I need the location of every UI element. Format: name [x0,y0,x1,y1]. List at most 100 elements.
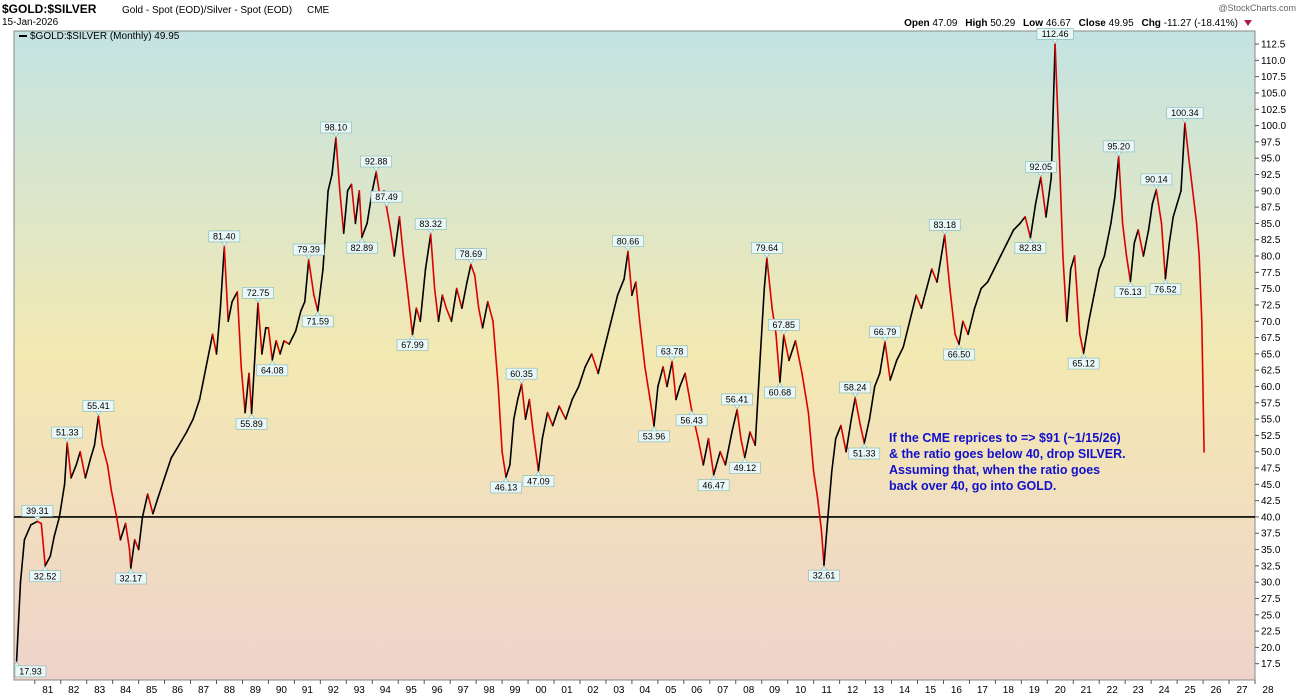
data-label-text: 58.24 [844,383,867,393]
data-label-box [1140,173,1173,186]
data-label: 51.33 [848,443,881,460]
series-segment [1125,255,1132,283]
series-segment [466,263,472,283]
x-tick-label: 89 [250,685,262,696]
data-label: 79.39 [292,243,325,260]
series-segment [1142,229,1150,257]
data-label: 98.10 [320,121,352,138]
series-segment [820,529,825,566]
series-segment [854,397,862,427]
y-tick-label: 47.5 [1261,464,1281,475]
series-segment [402,255,409,290]
series-segment [110,489,118,518]
series-segment [170,444,180,460]
x-tick-label: 02 [587,685,599,696]
series-segment [371,171,378,192]
series-segment [816,496,823,531]
data-label-box [455,248,487,260]
series-segment [943,234,951,290]
series-segment [406,287,414,336]
series-segment [157,476,166,499]
series-segment [419,268,427,323]
series-segment [497,385,503,453]
data-label-text: 64.08 [261,365,284,375]
data-label-text: 78.69 [460,249,483,259]
series-segment [724,431,733,466]
series-segment [327,173,333,192]
x-tick-label: 90 [276,685,288,696]
series-segment [223,246,229,323]
series-segment [198,366,207,401]
series-segment [313,294,319,312]
series-segment [577,366,587,388]
x-tick-label: 01 [561,685,573,696]
series-segment [97,415,104,447]
data-label-text: 49.12 [734,463,757,473]
data-label: 81.40 [208,230,241,247]
y-tick-label: 37.5 [1261,529,1281,540]
y-axis: 17.5 20.0 22.5 25.0 27.5 30.0 32.5 35.0 37.5 40.0… [1255,40,1286,670]
data-label-text: 83.18 [933,220,956,230]
y-tick-label: 25.0 [1261,610,1281,621]
series-segment [884,341,892,381]
data-label-text: 32.17 [120,574,143,584]
data-label-box [943,348,975,361]
data-label-text: 81.40 [213,231,236,241]
series-segment [597,346,606,375]
series-segment [812,470,819,499]
series-segment [178,431,188,447]
data-label: 46.13 [490,477,522,494]
series-segment [244,372,250,414]
data-label-text: 67.99 [401,340,424,350]
series-segment [236,291,242,368]
data-label: 53.96 [638,426,670,443]
y-tick-label: 50.0 [1261,447,1281,458]
data-label-text: 56.41 [726,394,749,404]
series-segment [754,353,762,447]
series-segment [1082,320,1090,354]
series-segment [662,366,668,388]
annotation-line-2: & the ratio goes below 40, drop SILVER. [889,447,1126,461]
series-segment [980,281,989,290]
series-segment [537,437,544,472]
x-tick-label: 17 [977,685,989,696]
series-segment [649,398,655,427]
series-segment [558,405,567,420]
series-segment [707,437,715,476]
series-segment [1117,156,1124,225]
data-label: 51.33 [51,426,84,443]
x-tick-label: 25 [1185,685,1197,696]
series-segment [58,483,66,518]
data-label: 46.47 [697,475,730,492]
data-label: 55.89 [235,413,268,430]
data-label-box [256,364,289,377]
series-segment [130,538,136,569]
data-label-text: 63.78 [661,346,684,356]
series-segment [551,405,561,427]
data-label-box [767,318,800,331]
series-segment [437,294,444,323]
data-label-text: 32.61 [813,571,836,581]
series-segment [254,302,259,349]
ohlc-close-value: 49.95 [1109,18,1134,29]
series-segment [486,300,494,323]
x-axis: 81 82 83 84 85 86 87 88 89 90 91 92 93 94 95 96 97 98 99 00… [34,680,1274,696]
data-label: 60.35 [505,367,538,384]
series-segment [1019,216,1026,225]
series-segment [40,522,47,567]
series-segment [505,463,511,478]
series-segment [1110,196,1116,225]
series-segment [616,278,625,297]
data-label: 76.13 [1114,281,1147,298]
data-label: 65.12 [1067,353,1100,370]
series-segment [75,450,81,466]
series-segment [1006,229,1015,244]
data-label: 55.41 [82,400,115,416]
series-segment [307,259,315,297]
ratio-line-series [15,43,1205,662]
series-segment [15,581,22,662]
series-segment [675,385,681,401]
data-label-box [1025,161,1057,173]
series-segment [736,409,742,440]
series-segment [1012,222,1021,231]
